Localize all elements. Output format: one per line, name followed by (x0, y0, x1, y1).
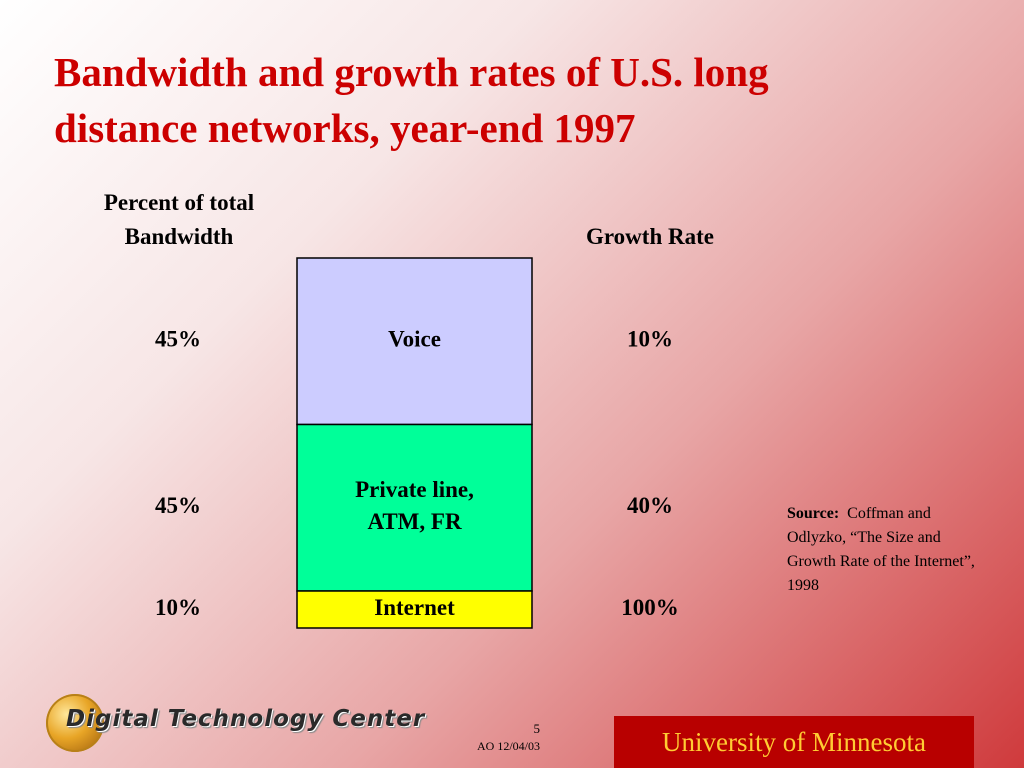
segment-label-2-0: Internet (374, 595, 455, 620)
share-value-2: 10% (155, 595, 201, 620)
dtc-logo: Digital Technology Center (40, 690, 460, 760)
share-header-line-1: Percent of total (103, 190, 255, 215)
growth-value-1: 40% (627, 493, 673, 518)
segment-label-0-0: Voice (388, 327, 441, 352)
slide-title-line-2: distance networks, year-end 1997 (54, 105, 636, 151)
share-value-1: 45% (155, 493, 201, 518)
share-header-line-2: Bandwidth (124, 224, 234, 249)
share-column-header: Percent of total Bandwidth (72, 186, 286, 254)
segment-bar-1 (296, 423, 533, 592)
footer-id: AO 12/04/03 (477, 739, 540, 753)
university-badge: University of Minnesota (614, 716, 974, 768)
source-text: Coffman and Odlyzko, “The Size and Growt… (787, 505, 975, 594)
segment-bar-0 (296, 257, 533, 426)
source-note: Source: Coffman and Odlyzko, “The Size a… (787, 502, 977, 598)
growth-value-0: 10% (627, 327, 673, 352)
segment-label-1-1: ATM, FR (367, 509, 462, 534)
slide-title-line-1: Bandwidth and growth rates of U.S. long (54, 49, 769, 95)
globe-icon (46, 694, 104, 752)
source-label: Source: (787, 505, 840, 522)
growth-value-2: 100% (621, 595, 679, 620)
growth-header-label: Growth Rate (586, 224, 714, 249)
slide-title: Bandwidth and growth rates of U.S. long … (54, 44, 954, 156)
segment-label-1-0: Private line, (355, 477, 474, 502)
segment-bar-2 (296, 590, 533, 629)
page-number: 5 (533, 721, 541, 736)
growth-column-header: Growth Rate (540, 220, 760, 254)
logo-text: Digital Technology Center (66, 706, 426, 732)
share-value-0: 45% (155, 327, 201, 352)
